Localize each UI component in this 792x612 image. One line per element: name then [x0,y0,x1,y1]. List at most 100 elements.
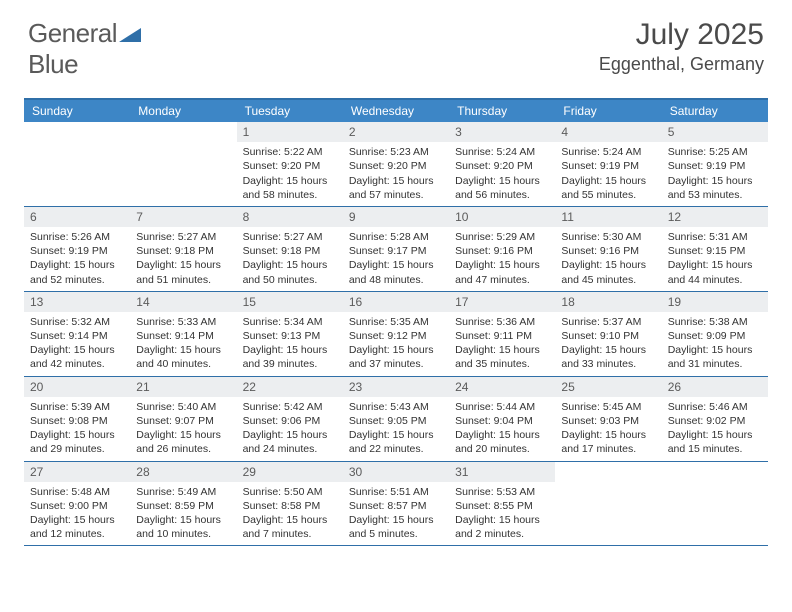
sunset-line: Sunset: 9:10 PM [561,329,655,343]
daylight-line: Daylight: 15 hours and 24 minutes. [243,428,337,456]
sunset-line: Sunset: 9:20 PM [243,159,337,173]
sunset-line: Sunset: 9:02 PM [668,414,762,428]
day-cell: 16Sunrise: 5:35 AMSunset: 9:12 PMDayligh… [343,292,449,376]
daylight-line: Daylight: 15 hours and 52 minutes. [30,258,124,286]
day-header: Sunday [24,100,130,122]
daylight-line: Daylight: 15 hours and 50 minutes. [243,258,337,286]
day-number: 21 [130,377,236,397]
daylight-line: Daylight: 15 hours and 42 minutes. [30,343,124,371]
daylight-line: Daylight: 15 hours and 26 minutes. [136,428,230,456]
daylight-line: Daylight: 15 hours and 31 minutes. [668,343,762,371]
week-row: 6Sunrise: 5:26 AMSunset: 9:19 PMDaylight… [24,207,768,292]
day-number: 17 [449,292,555,312]
daylight-line: Daylight: 15 hours and 7 minutes. [243,513,337,541]
sunset-line: Sunset: 9:11 PM [455,329,549,343]
day-cell: 31Sunrise: 5:53 AMSunset: 8:55 PMDayligh… [449,462,555,546]
day-cell: 4Sunrise: 5:24 AMSunset: 9:19 PMDaylight… [555,122,661,206]
sunset-line: Sunset: 9:04 PM [455,414,549,428]
sunrise-line: Sunrise: 5:50 AM [243,485,337,499]
day-number: 28 [130,462,236,482]
day-body: Sunrise: 5:44 AMSunset: 9:04 PMDaylight:… [449,397,555,461]
day-header: Monday [130,100,236,122]
daylight-line: Daylight: 15 hours and 56 minutes. [455,174,549,202]
sunset-line: Sunset: 9:18 PM [243,244,337,258]
day-body: Sunrise: 5:50 AMSunset: 8:58 PMDaylight:… [237,482,343,546]
sunset-line: Sunset: 9:06 PM [243,414,337,428]
day-cell [24,122,130,206]
day-number: 20 [24,377,130,397]
day-body: Sunrise: 5:48 AMSunset: 9:00 PMDaylight:… [24,482,130,546]
sunset-line: Sunset: 8:55 PM [455,499,549,513]
day-number: 1 [237,122,343,142]
day-body: Sunrise: 5:45 AMSunset: 9:03 PMDaylight:… [555,397,661,461]
sunrise-line: Sunrise: 5:46 AM [668,400,762,414]
day-cell: 22Sunrise: 5:42 AMSunset: 9:06 PMDayligh… [237,377,343,461]
day-number: 18 [555,292,661,312]
day-number: 26 [662,377,768,397]
location-label: Eggenthal, Germany [599,54,764,75]
day-number: 16 [343,292,449,312]
day-cell: 21 Sunrise: 5:40 AMSunset: 9:07 PMDayligh… [130,377,236,461]
day-body: Sunrise: 5:26 AMSunset: 9:19 PMDaylight:… [24,227,130,291]
daylight-line: Daylight: 15 hours and 44 minutes. [668,258,762,286]
daylight-line: Daylight: 15 hours and 22 minutes. [349,428,443,456]
sunset-line: Sunset: 9:03 PM [561,414,655,428]
header: GeneralBlue July 2025 Eggenthal, Germany [0,0,792,90]
day-number: 6 [24,207,130,227]
day-body: Sunrise: 5:23 AMSunset: 9:20 PMDaylight:… [343,142,449,206]
day-number: 15 [237,292,343,312]
sunrise-line: Sunrise: 5:26 AM [30,230,124,244]
day-number: 3 [449,122,555,142]
sunrise-line: Sunrise: 5:34 AM [243,315,337,329]
sunset-line: Sunset: 9:16 PM [561,244,655,258]
brand-logo: GeneralBlue [28,18,141,80]
day-number: 25 [555,377,661,397]
daylight-line: Daylight: 15 hours and 33 minutes. [561,343,655,371]
day-header: Wednesday [343,100,449,122]
calendar: SundayMondayTuesdayWednesdayThursdayFrid… [24,98,768,546]
sunrise-line: Sunrise: 5:40 AM [136,400,230,414]
daylight-line: Daylight: 15 hours and 35 minutes. [455,343,549,371]
day-cell: 6Sunrise: 5:26 AMSunset: 9:19 PMDaylight… [24,207,130,291]
sunset-line: Sunset: 9:07 PM [136,414,230,428]
day-number: 22 [237,377,343,397]
daylight-line: Daylight: 15 hours and 37 minutes. [349,343,443,371]
day-number: 2 [343,122,449,142]
day-cell: 19Sunrise: 5:38 AMSunset: 9:09 PMDayligh… [662,292,768,376]
day-number: 31 [449,462,555,482]
sunset-line: Sunset: 9:15 PM [668,244,762,258]
day-number: 9 [343,207,449,227]
day-number: 8 [237,207,343,227]
sunrise-line: Sunrise: 5:39 AM [30,400,124,414]
sunrise-line: Sunrise: 5:29 AM [455,230,549,244]
day-number: 11 [555,207,661,227]
daylight-line: Daylight: 15 hours and 10 minutes. [136,513,230,541]
day-body: Sunrise: 5:43 AMSunset: 9:05 PMDaylight:… [343,397,449,461]
day-cell: 17Sunrise: 5:36 AMSunset: 9:11 PMDayligh… [449,292,555,376]
sunset-line: Sunset: 9:16 PM [455,244,549,258]
daylight-line: Daylight: 15 hours and 15 minutes. [668,428,762,456]
day-body: Sunrise: 5:53 AMSunset: 8:55 PMDaylight:… [449,482,555,546]
day-body: Sunrise: 5:51 AMSunset: 8:57 PMDaylight:… [343,482,449,546]
sunset-line: Sunset: 9:05 PM [349,414,443,428]
day-cell [555,462,661,546]
daylight-line: Daylight: 15 hours and 47 minutes. [455,258,549,286]
daylight-line: Daylight: 15 hours and 48 minutes. [349,258,443,286]
day-body: Sunrise: 5:22 AMSunset: 9:20 PMDaylight:… [237,142,343,206]
day-number: 4 [555,122,661,142]
day-number: 27 [24,462,130,482]
day-body: Sunrise: 5:31 AMSunset: 9:15 PMDaylight:… [662,227,768,291]
week-row: 1Sunrise: 5:22 AMSunset: 9:20 PMDaylight… [24,122,768,207]
daylight-line: Daylight: 15 hours and 57 minutes. [349,174,443,202]
logo-triangle-icon [119,18,141,49]
sunrise-line: Sunrise: 5:35 AM [349,315,443,329]
day-body: Sunrise: 5:30 AMSunset: 9:16 PMDaylight:… [555,227,661,291]
sunset-line: Sunset: 8:58 PM [243,499,337,513]
daylight-line: Daylight: 15 hours and 39 minutes. [243,343,337,371]
brand-part2: Blue [28,49,78,79]
sunrise-line: Sunrise: 5:38 AM [668,315,762,329]
sunset-line: Sunset: 9:19 PM [30,244,124,258]
day-number: 14 [130,292,236,312]
day-body: Sunrise: 5:24 AMSunset: 9:20 PMDaylight:… [449,142,555,206]
day-cell: 3Sunrise: 5:24 AMSunset: 9:20 PMDaylight… [449,122,555,206]
